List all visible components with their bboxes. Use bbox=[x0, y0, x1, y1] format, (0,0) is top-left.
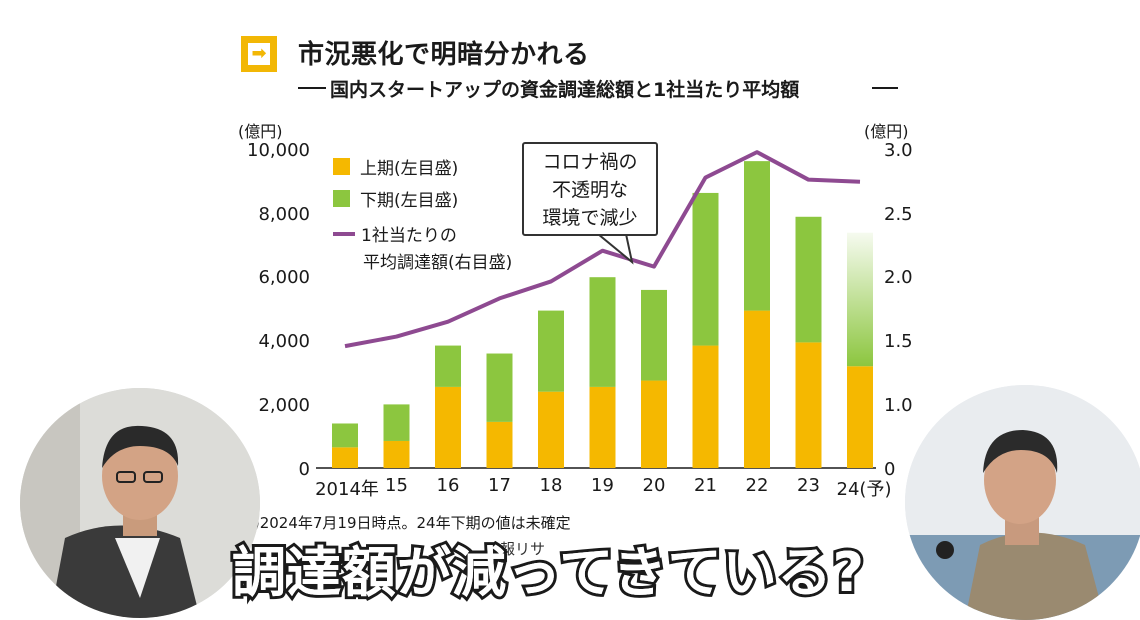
bar-second-half bbox=[744, 161, 770, 311]
bar-second-half bbox=[332, 423, 358, 448]
annotation-callout: コロナ禍の 不透明な 環境で減少 bbox=[522, 142, 658, 236]
bar-first-half bbox=[795, 342, 822, 468]
left-speaker-illustration bbox=[20, 388, 260, 618]
legend-label: 1社当たりの bbox=[361, 226, 457, 246]
callout-text: コロナ禍の bbox=[542, 151, 638, 173]
bar-second-half bbox=[795, 216, 822, 343]
footnote: (注)2024年7月19日時点。24年下期の値は未確定 bbox=[233, 514, 571, 532]
left-axis-unit: (億円) bbox=[238, 122, 283, 141]
chart-subtitle: 国内スタートアップの資金調達総額と1社当たり平均額 bbox=[330, 79, 800, 101]
bar-second-half bbox=[641, 289, 667, 381]
subtitle-rule-left bbox=[298, 87, 326, 89]
right-axis-unit: (億円) bbox=[864, 122, 909, 141]
right-speaker-illustration bbox=[905, 385, 1140, 620]
legend-avg-line: 1社当たりの bbox=[333, 221, 457, 246]
right-tick: 2.5 bbox=[884, 204, 913, 225]
left-tick: 2,000 bbox=[258, 395, 310, 416]
chart-title: 市況悪化で明暗分かれる bbox=[298, 40, 590, 70]
legend-label: 平均調達額(右目盛) bbox=[363, 253, 513, 273]
left-tick: 0 bbox=[298, 459, 310, 480]
bar-second-half bbox=[538, 310, 564, 392]
left-tick: 10,000 bbox=[247, 140, 310, 161]
bar-second-half bbox=[589, 277, 616, 387]
legend-second-half: 下期(左目盛) bbox=[333, 186, 458, 211]
bar-first-half bbox=[641, 380, 667, 468]
right-speaker-photo bbox=[905, 385, 1140, 620]
callout-pointer bbox=[595, 233, 634, 265]
bar-first-half bbox=[847, 366, 873, 468]
right-tick: 3.0 bbox=[884, 140, 913, 161]
right-tick: 2.0 bbox=[884, 267, 913, 288]
subtitle-rule-right bbox=[872, 87, 898, 89]
right-tick: 1.5 bbox=[884, 331, 913, 352]
x-tick-label: 16 bbox=[436, 475, 460, 496]
left-tick: 6,000 bbox=[258, 267, 310, 288]
left-tick: 8,000 bbox=[258, 204, 310, 225]
bar-second-half bbox=[692, 192, 719, 346]
x-tick-label: 22 bbox=[745, 475, 769, 496]
x-tick-label: 21 bbox=[694, 475, 717, 496]
bar-first-half bbox=[383, 440, 410, 468]
bar-second-half bbox=[847, 232, 873, 367]
avg-line bbox=[344, 150, 861, 349]
legend-label: 上期(左目盛) bbox=[360, 159, 459, 179]
right-tick: 1.0 bbox=[884, 395, 913, 416]
caption-outline: 調達額が減ってきている? bbox=[229, 538, 867, 607]
right-tick: 0 bbox=[884, 459, 896, 480]
x-tick-label: 15 bbox=[385, 475, 408, 496]
legend-label: 下期(左目盛) bbox=[360, 191, 459, 211]
legend-swatch-green bbox=[333, 190, 350, 207]
bar-second-half bbox=[435, 345, 461, 387]
caption-text: 調達額が減ってきている? bbox=[232, 541, 866, 604]
callout-text: 不透明な bbox=[551, 179, 628, 201]
bar-first-half bbox=[486, 421, 513, 468]
x-tick-label: 23 bbox=[797, 475, 820, 496]
bar-first-half bbox=[435, 386, 461, 468]
legend-avg-line-2: 平均調達額(右目盛) bbox=[363, 248, 512, 273]
legend-line-swatch bbox=[333, 231, 355, 236]
bar-first-half bbox=[589, 386, 616, 468]
x-tick-label: 2014年 bbox=[315, 479, 379, 500]
legend-swatch-orange bbox=[333, 158, 350, 175]
x-tick-label: 20 bbox=[642, 475, 666, 496]
x-tick-label: 19 bbox=[591, 475, 614, 496]
left-tick: 4,000 bbox=[258, 331, 310, 352]
left-speaker-photo bbox=[20, 388, 260, 618]
bar-second-half bbox=[383, 404, 410, 441]
legend-first-half: 上期(左目盛) bbox=[333, 154, 458, 179]
x-tick-label: 24(予) bbox=[836, 479, 892, 500]
x-tick-label: 17 bbox=[488, 475, 511, 496]
bar-first-half bbox=[332, 447, 358, 468]
footnote-source-partial: 報リサ bbox=[500, 540, 546, 558]
callout-text: 環境で減少 bbox=[542, 207, 638, 229]
bar-second-half bbox=[486, 353, 513, 422]
bar-first-half bbox=[744, 310, 770, 468]
arrow-right-icon: ➡ bbox=[241, 36, 277, 72]
bar-first-half bbox=[538, 391, 564, 468]
x-tick-label: 18 bbox=[539, 475, 563, 496]
bar-first-half bbox=[692, 345, 719, 468]
